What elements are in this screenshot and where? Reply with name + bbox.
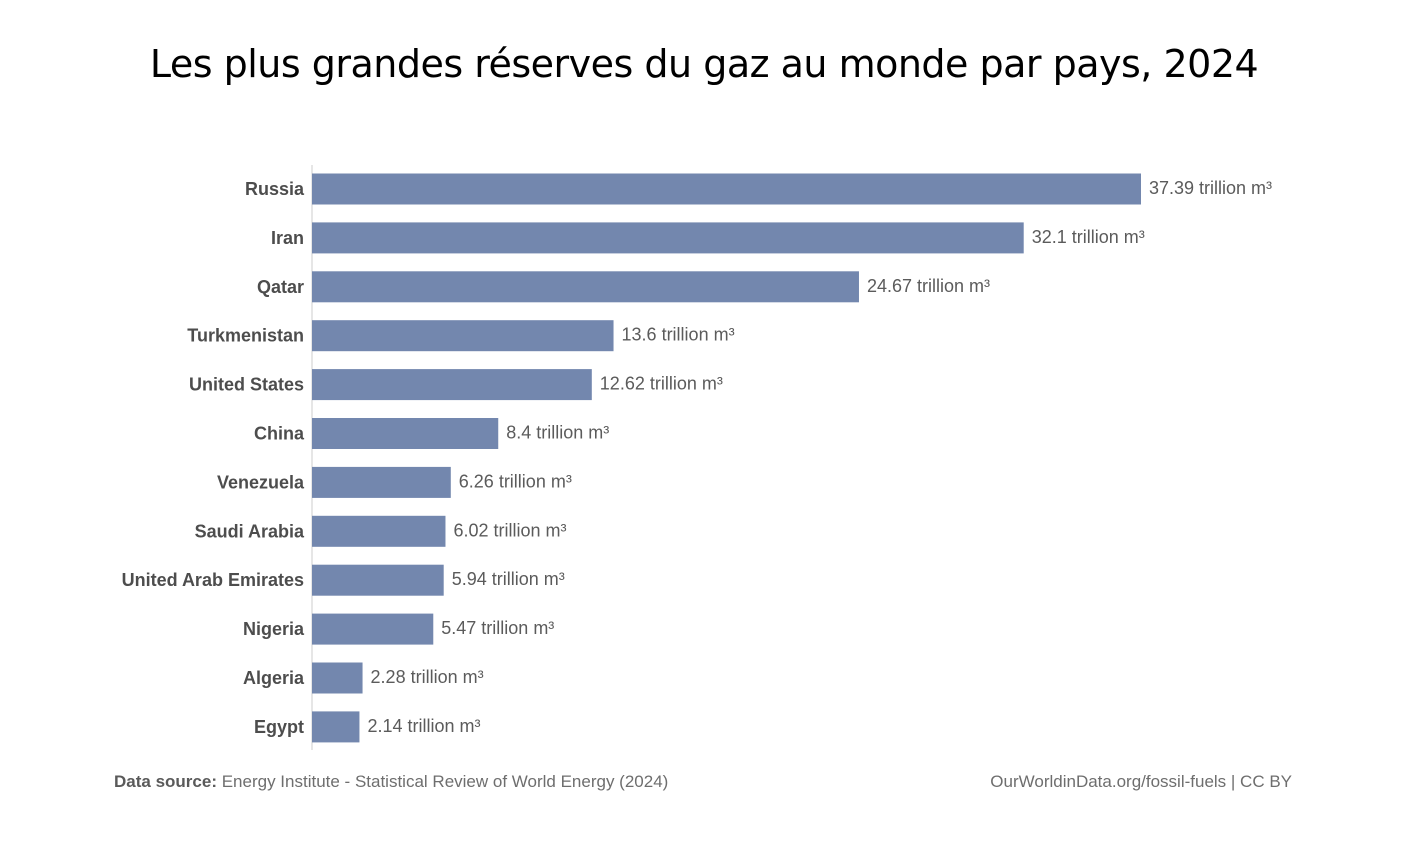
data-source-text: Energy Institute - Statistical Review of… bbox=[221, 772, 669, 791]
bar-nigeria[interactable] bbox=[312, 613, 434, 645]
category-label: Venezuela bbox=[217, 472, 305, 492]
bar-turkmenistan[interactable] bbox=[312, 320, 614, 352]
value-label: 2.28 trillion m³ bbox=[371, 667, 484, 687]
category-label: Iran bbox=[271, 228, 304, 248]
value-label: 5.47 trillion m³ bbox=[441, 618, 554, 638]
bars-group: Russia 37.39 trillion m³ Iran 32.1 trillion… bbox=[122, 173, 1272, 743]
value-label: 13.6 trillion m³ bbox=[622, 325, 735, 345]
bar-iran[interactable] bbox=[312, 222, 1024, 254]
category-label: Russia bbox=[245, 179, 305, 199]
chart-title: Les plus grandes réserves du gaz au mond… bbox=[149, 42, 1259, 86]
category-label: Algeria bbox=[243, 668, 305, 688]
value-label: 5.94 trillion m³ bbox=[452, 569, 565, 589]
bar-china[interactable] bbox=[312, 418, 499, 449]
data-source: Data source: Energy Institute - Statisti… bbox=[114, 772, 668, 792]
bar-united-arab-emirates[interactable] bbox=[312, 564, 444, 596]
bar-egypt[interactable] bbox=[312, 711, 360, 743]
value-label: 32.1 trillion m³ bbox=[1032, 227, 1145, 247]
category-label: Saudi Arabia bbox=[195, 521, 305, 541]
value-label: 6.26 trillion m³ bbox=[459, 471, 572, 491]
credit-link[interactable]: OurWorldinData.org/fossil-fuels | CC BY bbox=[990, 772, 1292, 791]
category-label: China bbox=[254, 424, 305, 444]
category-label: Nigeria bbox=[243, 619, 305, 639]
category-label: Egypt bbox=[254, 717, 304, 737]
bar-united-states[interactable] bbox=[312, 369, 592, 401]
value-label: 8.4 trillion m³ bbox=[506, 423, 609, 443]
bar-algeria[interactable] bbox=[312, 662, 363, 694]
value-label: 37.39 trillion m³ bbox=[1149, 178, 1272, 198]
bar-russia[interactable] bbox=[312, 173, 1141, 205]
bar-qatar[interactable] bbox=[312, 271, 859, 303]
category-label: United Arab Emirates bbox=[122, 570, 304, 590]
data-source-label: Data source: bbox=[114, 772, 217, 791]
category-label: Turkmenistan bbox=[187, 326, 304, 346]
bar-venezuela[interactable] bbox=[312, 466, 451, 498]
category-label: United States bbox=[189, 375, 304, 395]
value-label: 6.02 trillion m³ bbox=[453, 520, 566, 540]
bar-saudi-arabia[interactable] bbox=[312, 515, 446, 547]
value-label: 12.62 trillion m³ bbox=[600, 374, 723, 394]
value-label: 24.67 trillion m³ bbox=[867, 276, 990, 296]
value-label: 2.14 trillion m³ bbox=[367, 716, 480, 736]
category-label: Qatar bbox=[257, 277, 304, 297]
